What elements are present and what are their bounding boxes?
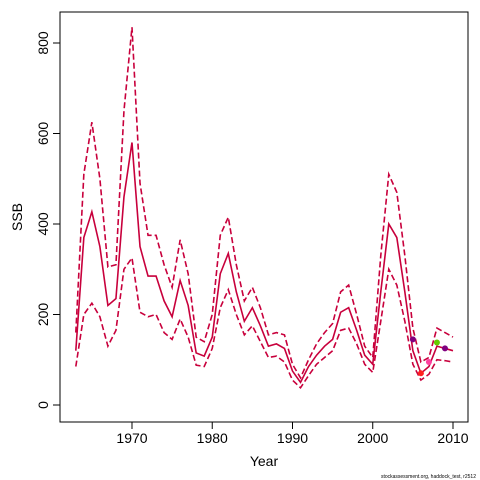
y-tick-label: 0 bbox=[35, 401, 51, 409]
y-tick-label: 600 bbox=[35, 122, 51, 146]
x-axis-label: Year bbox=[250, 453, 279, 469]
retro-point bbox=[425, 359, 432, 365]
retro-point bbox=[433, 339, 440, 346]
y-axis-label: SSB bbox=[9, 203, 25, 231]
y-tick-label: 800 bbox=[35, 31, 51, 55]
y-tick-label: 200 bbox=[35, 303, 51, 327]
plot-frame bbox=[59, 11, 469, 423]
x-tick-label: 1990 bbox=[277, 430, 308, 446]
ssb-line bbox=[75, 27, 454, 380]
retro-point bbox=[417, 370, 424, 377]
x-tick-label: 2010 bbox=[437, 430, 468, 446]
x-tick-label: 2000 bbox=[357, 430, 388, 446]
ssb-line bbox=[75, 255, 454, 390]
retro-point bbox=[409, 336, 416, 343]
x-tick-label: 1970 bbox=[116, 430, 147, 446]
x-tick-label: 1980 bbox=[197, 430, 228, 446]
caption: stockassessment.org, haddock_test, r2512 bbox=[381, 474, 476, 480]
y-tick-label: 400 bbox=[35, 212, 51, 236]
ssb-line bbox=[75, 142, 454, 384]
retro-point bbox=[441, 345, 448, 352]
